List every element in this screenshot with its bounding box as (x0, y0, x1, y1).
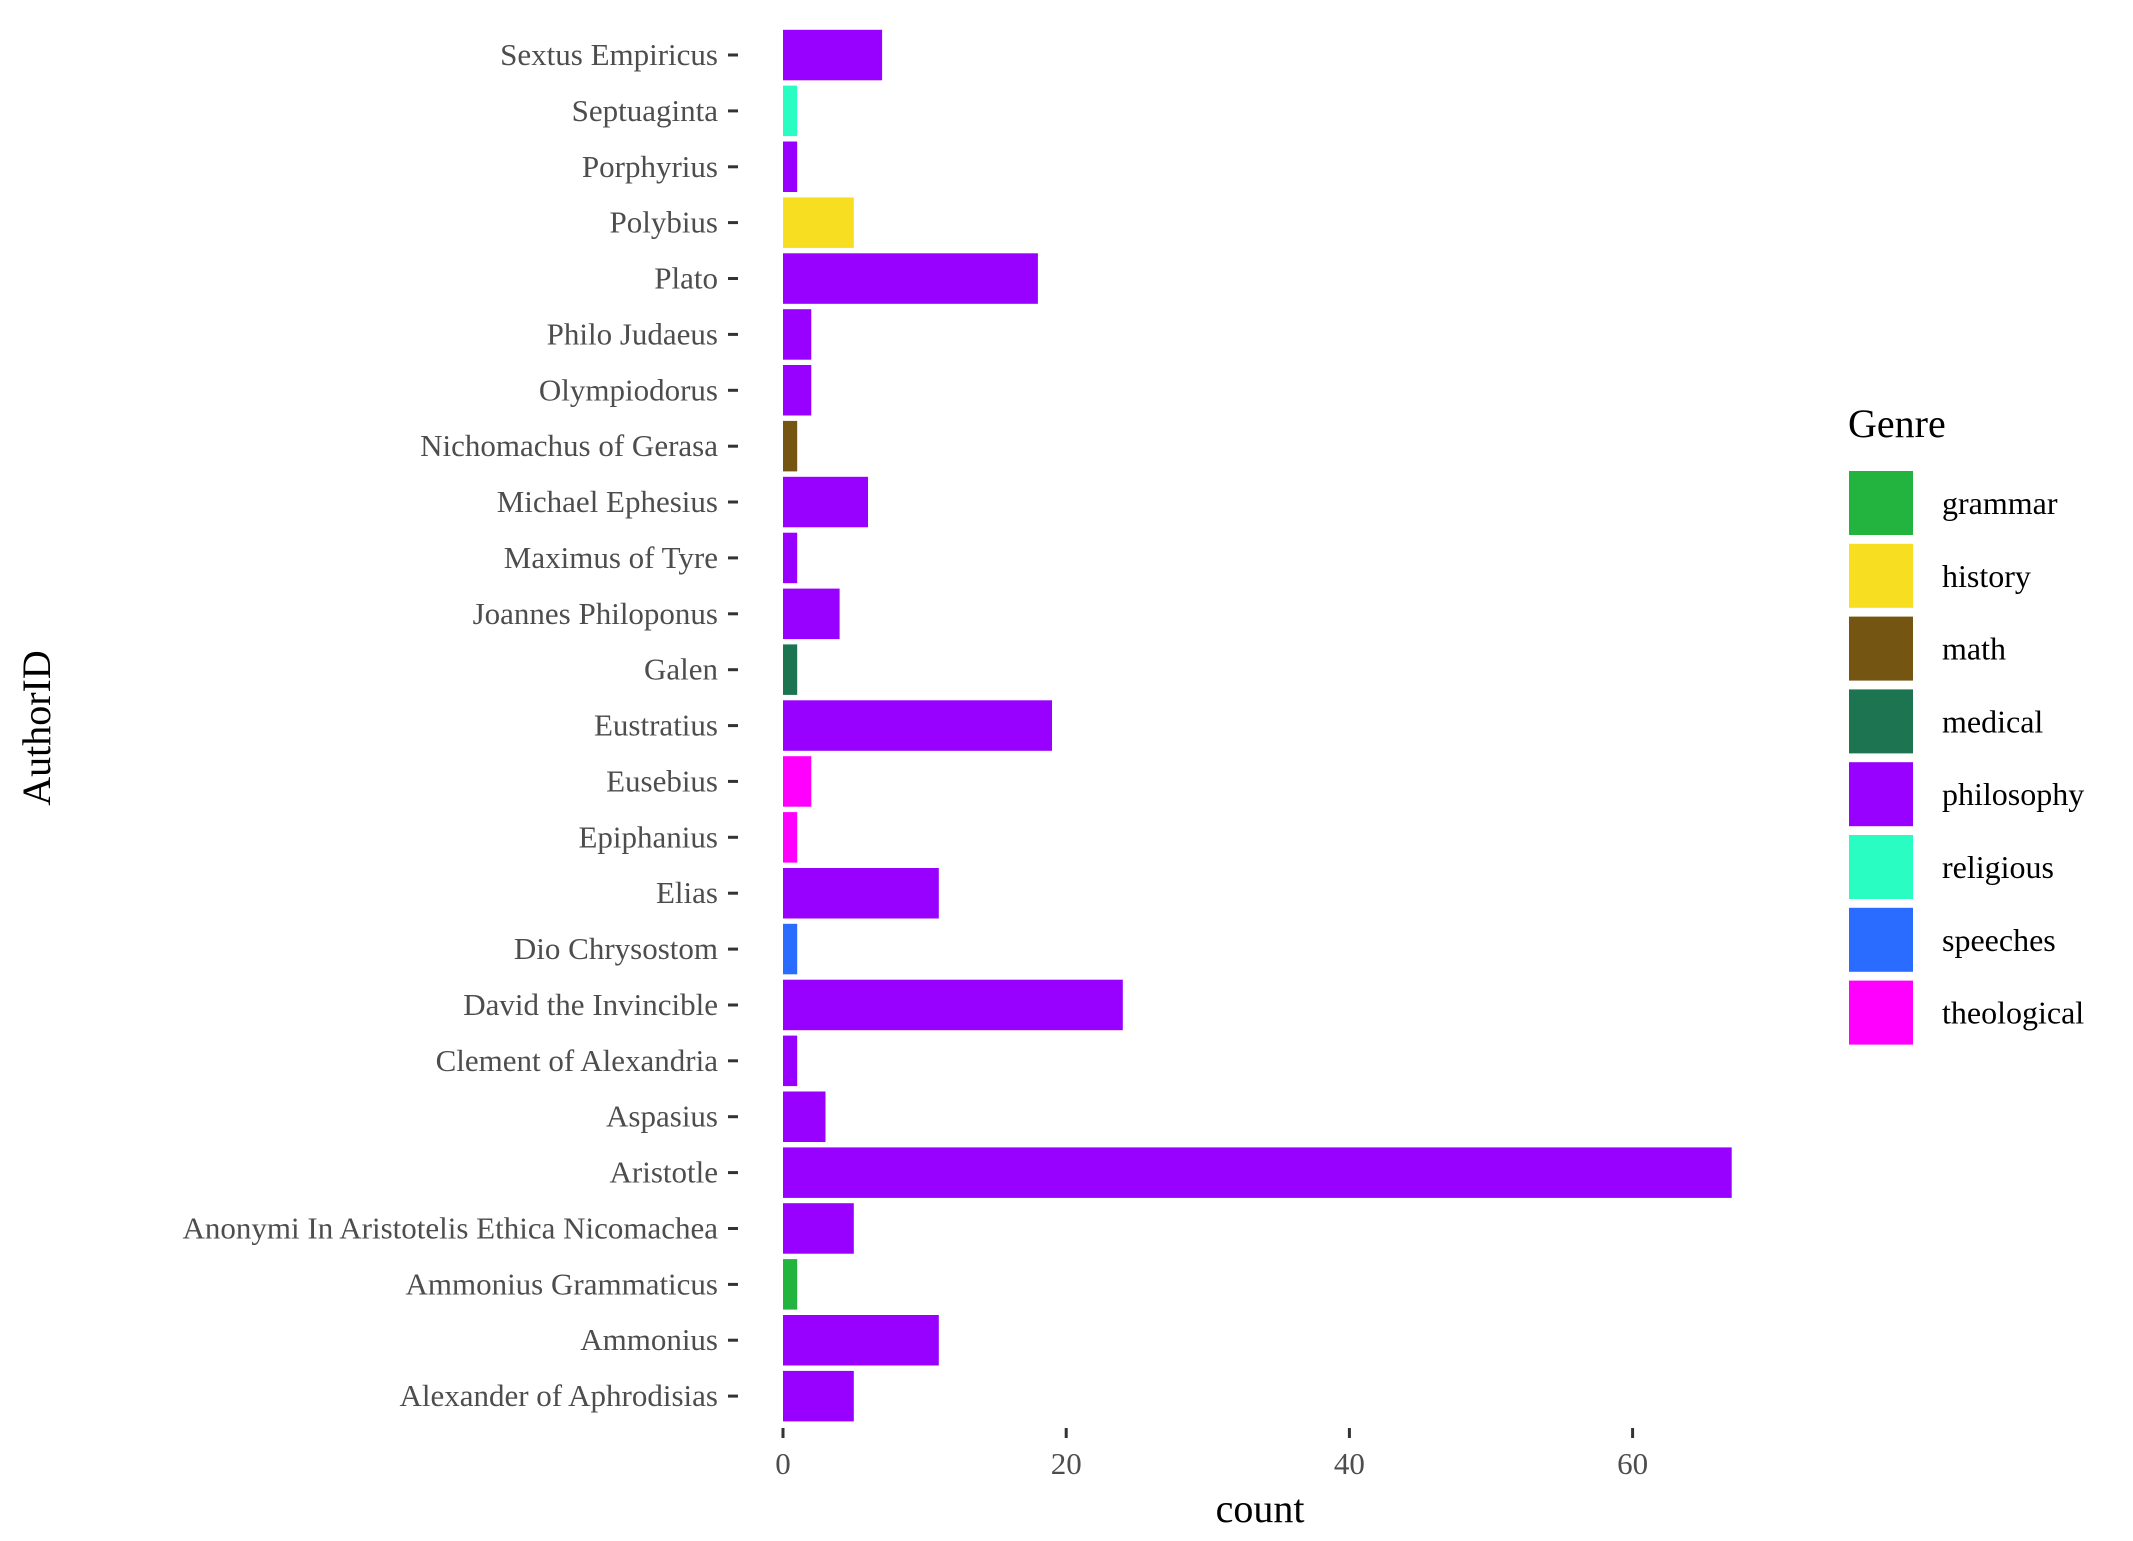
bar-16 (783, 923, 798, 975)
bar-18 (783, 1035, 798, 1087)
bar-19 (783, 1091, 826, 1142)
y-tick-label: Clement of Alexandria (436, 1043, 719, 1078)
legend-key-medical (1847, 687, 1915, 756)
bar-7 (783, 420, 798, 472)
legend-key-grammar (1847, 469, 1915, 537)
x-tick-label: 20 (1051, 1446, 1082, 1481)
bar-1 (783, 85, 798, 137)
bar-14 (783, 812, 798, 863)
x-tick-label: 60 (1617, 1446, 1648, 1481)
legend-label: philosophy (1942, 776, 2084, 812)
y-tick-label: Philo Judaeus (547, 316, 718, 351)
legend-label: grammar (1942, 485, 2058, 521)
legend-label: religious (1942, 849, 2054, 885)
bar-4 (783, 253, 1038, 304)
y-axis-title: AuthorID (14, 650, 59, 806)
legend-key-philosophy (1847, 760, 1915, 829)
legend-key-religious (1847, 833, 1915, 901)
x-axis: 0 20 40 60 (775, 1428, 1648, 1481)
legend-label: math (1942, 631, 2006, 667)
bar-5 (783, 309, 812, 360)
legend-label: speeches (1942, 922, 2056, 958)
x-tick-label: 0 (775, 1446, 791, 1481)
y-tick-label: Anonymi In Aristotelis Ethica Nicomachea (183, 1211, 719, 1246)
y-tick-label: Aspasius (606, 1099, 718, 1134)
y-tick-label: Porphyrius (582, 149, 718, 184)
y-tick-label: Aristotle (610, 1155, 719, 1190)
legend-label: theological (1942, 995, 2084, 1031)
x-tick-label: 40 (1334, 1446, 1365, 1481)
y-tick-label: Galen (644, 652, 719, 687)
y-tick-label: Joannes Philoponus (473, 596, 718, 631)
legend-key-history (1847, 541, 1915, 610)
bar-20 (783, 1147, 1732, 1198)
bar-12 (783, 700, 1052, 751)
bar-6 (783, 365, 812, 416)
bar-11 (783, 644, 798, 695)
y-tick-label: Dio Chrysostom (514, 931, 718, 966)
y-tick-label: Olympiodorus (539, 372, 718, 407)
y-tick-label: David the Invincible (463, 987, 718, 1022)
y-tick-label: Plato (654, 261, 718, 296)
bar-23 (783, 1315, 939, 1366)
legend-label: history (1942, 558, 2031, 594)
y-tick-label: Ammonius Grammaticus (405, 1266, 718, 1301)
y-tick-label: Maximus of Tyre (504, 540, 718, 575)
y-tick-label: Michael Ephesius (497, 484, 718, 519)
y-tick-label: Eusebius (606, 763, 718, 798)
bars (783, 29, 1732, 1422)
legend-label: medical (1942, 703, 2043, 739)
legend-key-math (1847, 614, 1915, 683)
legend-title: Genre (1848, 401, 1946, 446)
bar-2 (783, 141, 798, 192)
y-tick-label: Elias (656, 875, 718, 910)
bar-17 (783, 979, 1123, 1031)
y-tick-label: Nichomachus of Gerasa (420, 428, 718, 463)
y-tick-label: Ammonius (580, 1322, 718, 1357)
bar-10 (783, 588, 840, 640)
bar-22 (783, 1259, 798, 1310)
y-axis: Sextus Empiricus Septuaginta Porphyrius Pol… (183, 37, 738, 1413)
y-tick-label: Epiphanius (579, 819, 719, 854)
x-axis-title: count (1216, 1486, 1305, 1531)
bar-0 (783, 29, 883, 81)
bar-8 (783, 476, 868, 528)
bar-15 (783, 868, 939, 919)
legend-key-speeches (1847, 905, 1915, 974)
y-tick-label: Septuaginta (572, 93, 719, 128)
bar-13 (783, 756, 812, 807)
legend: Genre grammar history math medical philosoph… (1847, 401, 2084, 1047)
y-tick-label: Alexander of Aphrodisias (399, 1378, 718, 1413)
y-tick-label: Polybius (609, 205, 718, 240)
bar-3 (783, 197, 854, 248)
bar-24 (783, 1370, 854, 1422)
bar-9 (783, 532, 798, 584)
legend-key-theological (1847, 978, 1915, 1047)
bar-21 (783, 1203, 854, 1254)
y-tick-label: Sextus Empiricus (500, 37, 718, 72)
y-tick-label: Eustratius (594, 708, 718, 743)
legend-items: grammar history math medical philosophy relig… (1847, 469, 2084, 1047)
